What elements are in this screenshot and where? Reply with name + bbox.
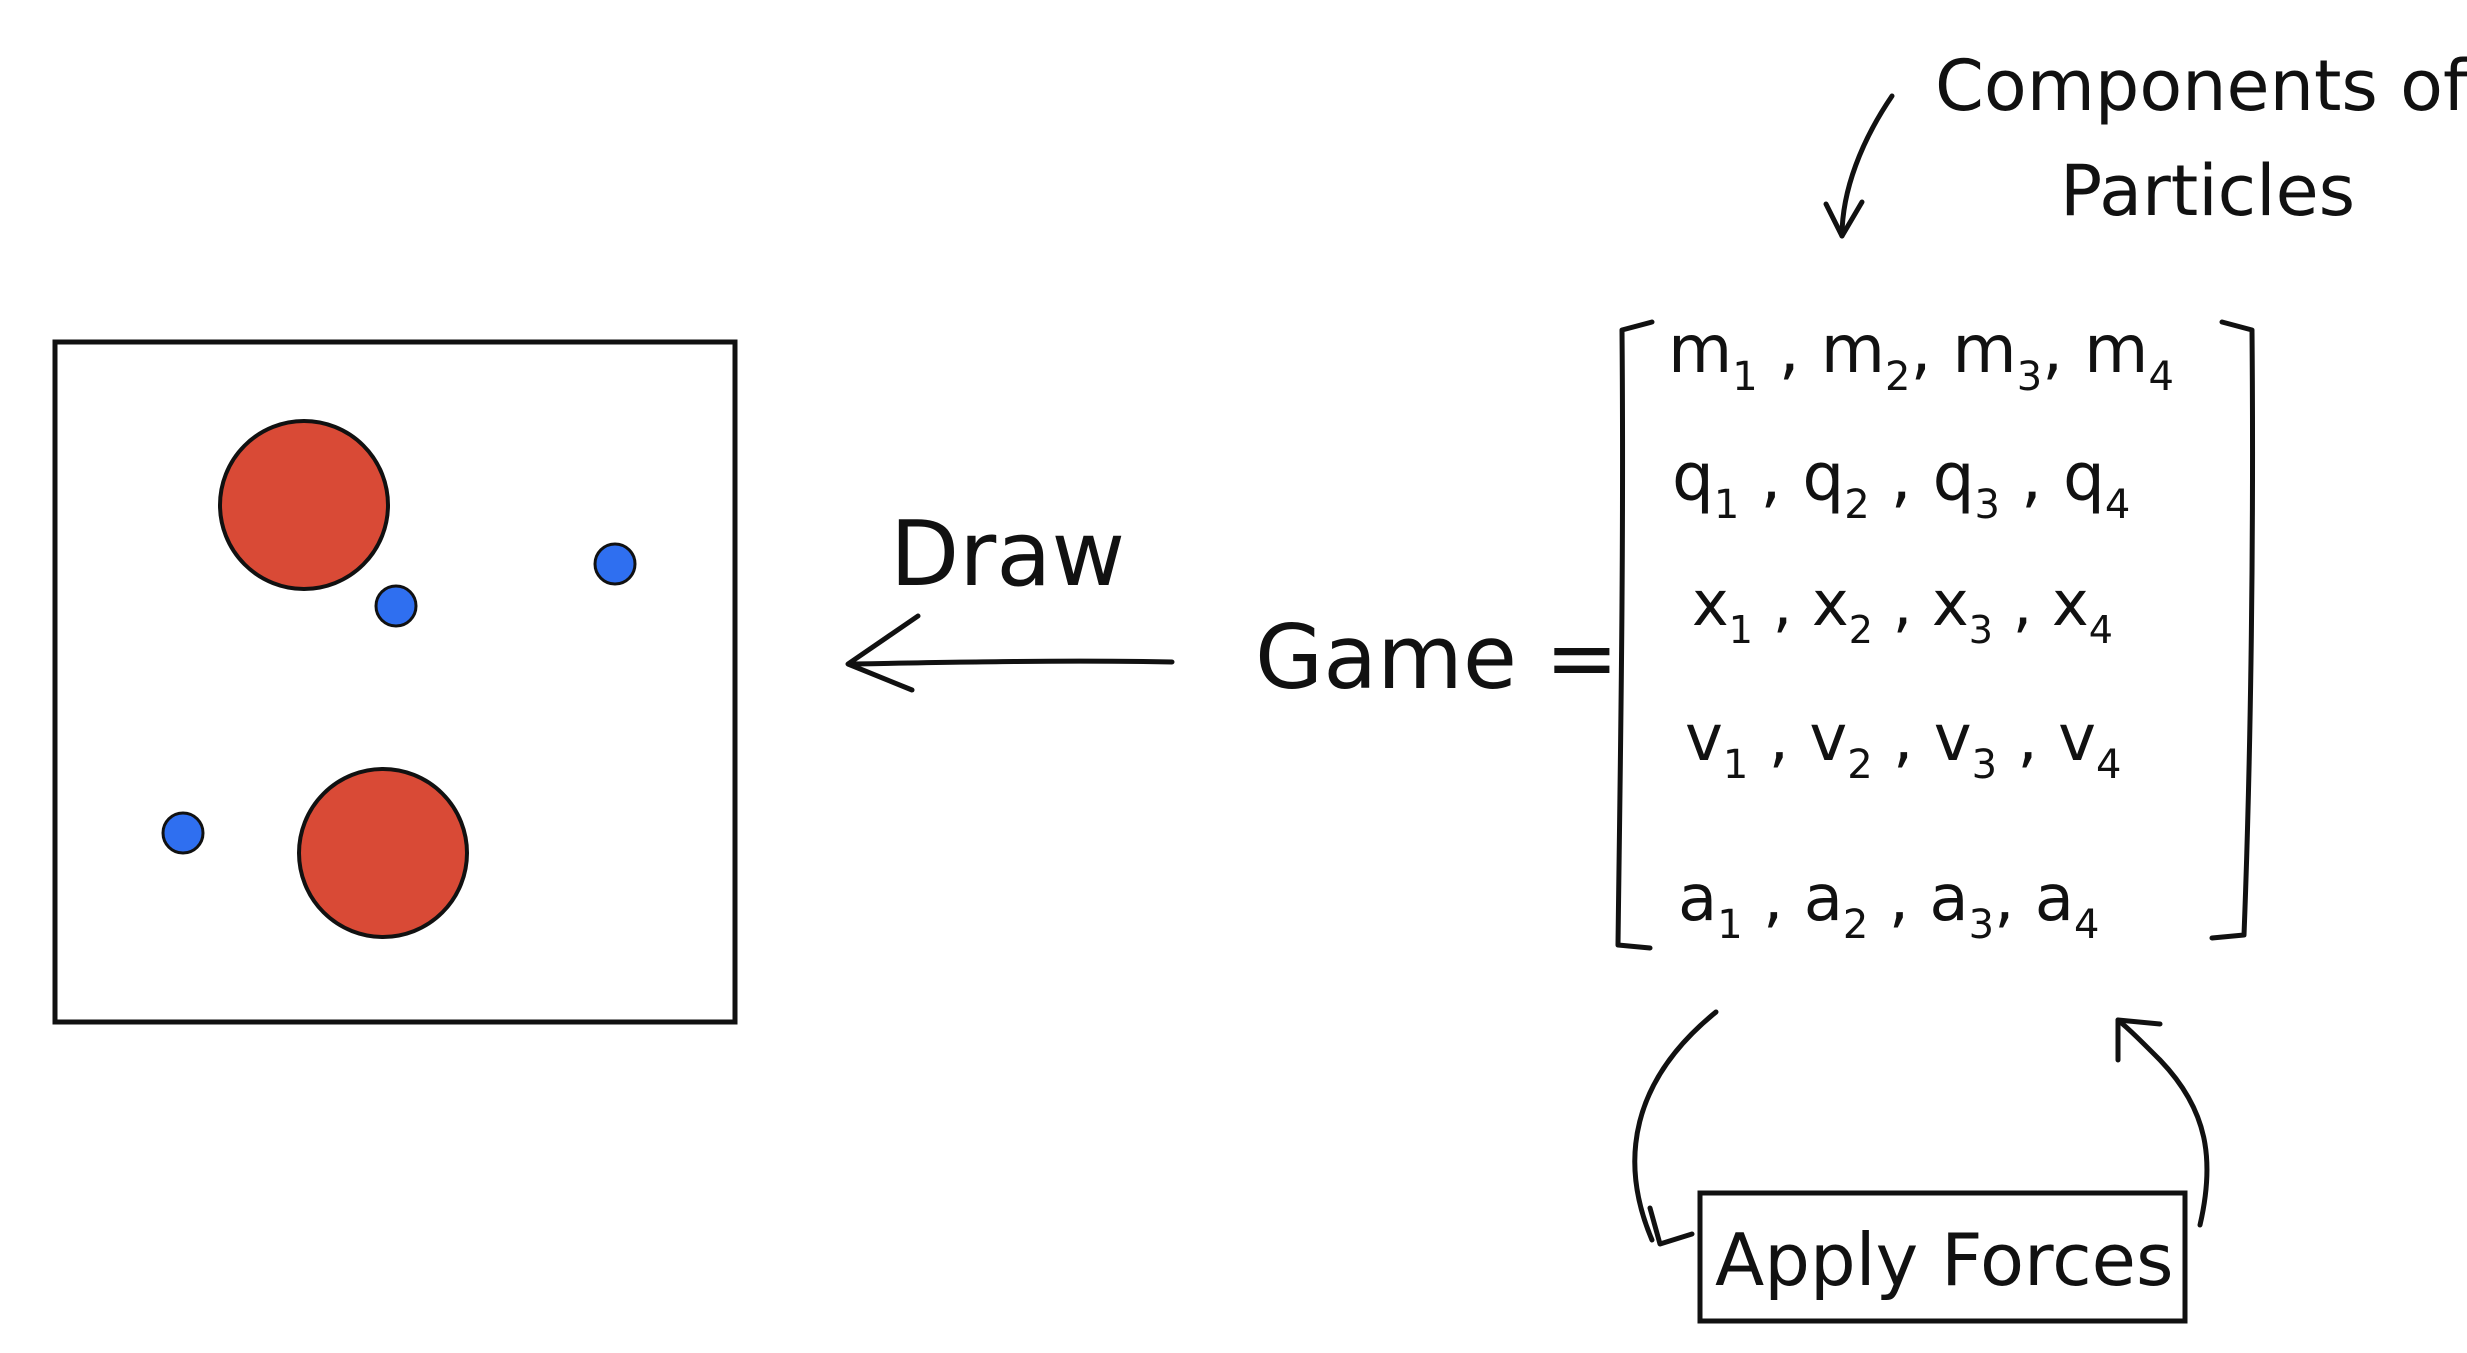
loop-arrow-up-icon (2115, 1017, 2210, 1228)
component-matrix: m1 , m2, m3, m4 q1 , q2 , q3 , q4 x1 , x… (1668, 311, 2174, 948)
components-note-line2: Particles (2060, 150, 2355, 232)
draw-label: Draw (890, 502, 1125, 607)
apply-forces-label: Apply Forces (1715, 1218, 2173, 1302)
large-particle-2 (297, 767, 469, 939)
matrix-row-mass: m1 , m2, m3, m4 (1668, 311, 2174, 400)
game-label: Game = (1255, 606, 1619, 709)
matrix-row-charge: q1 , q2 , q3 , q4 (1672, 439, 2130, 528)
matrix-brackets (1615, 319, 2256, 951)
apply-forces-frame (1697, 1190, 2188, 1324)
components-note-line1: Components of (1935, 45, 2467, 127)
large-particle-1 (218, 419, 390, 591)
small-particle-2 (593, 542, 637, 586)
matrix-row-position: x1 , x2 , x3 , x4 (1692, 567, 2113, 652)
components-arrow-icon (1823, 93, 1895, 239)
apply-forces-box: Apply Forces (1697, 1190, 2188, 1324)
game-canvas (52, 339, 738, 1025)
draw-arrow-icon (845, 613, 1175, 693)
small-particle-3 (161, 811, 205, 855)
loop-arrow-down-icon (1632, 1009, 1719, 1247)
small-particle-1 (374, 584, 418, 628)
matrix-row-velocity: v1 , v2 , v3 , v4 (1685, 702, 2121, 788)
matrix-row-acceleration: a1 , a2 , a3, a4 (1678, 862, 2099, 948)
